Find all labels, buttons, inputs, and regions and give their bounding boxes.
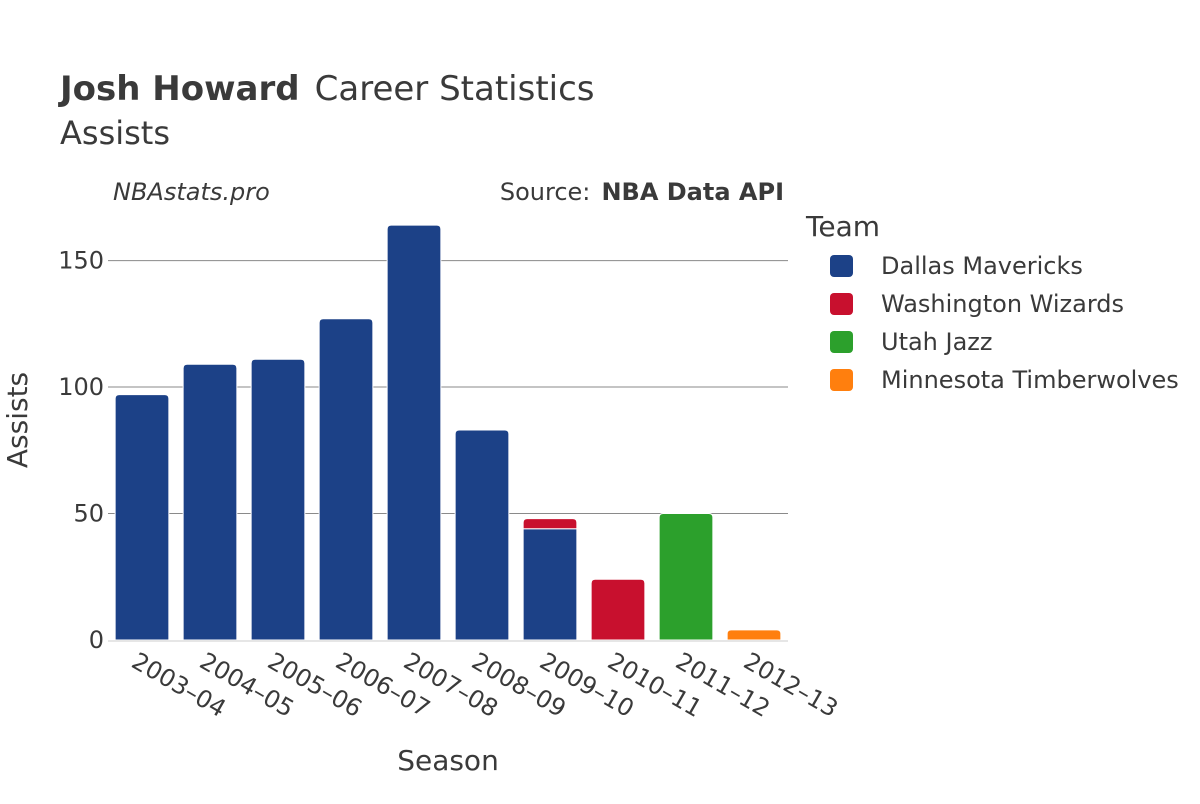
watermark-text: NBAstats.pro xyxy=(113,178,270,206)
legend-swatch xyxy=(830,293,853,315)
source-value: NBA Data API xyxy=(601,178,784,206)
bar-washington-wizards-2010–11 xyxy=(590,578,646,641)
y-axis-title: Assists xyxy=(1,372,34,468)
y-tick-label: 100 xyxy=(58,373,104,401)
bars xyxy=(114,224,782,641)
legend-swatch xyxy=(830,255,853,277)
x-axis-title: Season xyxy=(397,744,499,777)
bar-utah-jazz-2011–12 xyxy=(658,513,714,641)
legend-item-label: Utah Jazz xyxy=(881,328,993,356)
legend-swatch xyxy=(830,369,853,391)
bar-minnesota-timberwolves-2012–13 xyxy=(726,629,782,641)
source-label: Source: xyxy=(500,178,591,206)
bar-dallas-mavericks-2006–07 xyxy=(318,318,374,641)
y-axis-ticks: 0 50 100 150 xyxy=(58,247,104,654)
bar-washington-wizards-2009–10 xyxy=(522,518,578,530)
y-tick-label: 150 xyxy=(58,247,104,275)
source-note: Source: NBA Data API xyxy=(500,178,784,206)
bar-dallas-mavericks-2008–09 xyxy=(454,429,510,641)
chart-title-rest: Career Statistics xyxy=(315,69,595,109)
chart-title-player: Josh Howard xyxy=(58,69,300,109)
bar-dallas-mavericks-2009–10 xyxy=(522,528,578,641)
chart-subtitle: Assists xyxy=(60,114,170,152)
legend-item-label: Washington Wizards xyxy=(881,290,1124,318)
bar-dallas-mavericks-2007–08 xyxy=(386,224,442,641)
legend-title: Team xyxy=(805,210,880,243)
bar-dallas-mavericks-2003–04 xyxy=(114,394,170,641)
legend-item-label: Dallas Mavericks xyxy=(881,252,1083,280)
legend-item-label: Minnesota Timberwolves xyxy=(881,366,1179,394)
legend: Dallas Mavericks Washington Wizards Utah J… xyxy=(830,252,1179,394)
x-axis-ticks: 2003–042004–052005–062006–072007–082008–… xyxy=(127,647,843,723)
y-tick-label: 50 xyxy=(73,500,104,528)
legend-swatch xyxy=(830,331,853,353)
bar-dallas-mavericks-2005–06 xyxy=(250,358,306,641)
chart-title: Josh Howard Career Statistics xyxy=(58,69,595,109)
y-tick-label: 0 xyxy=(89,626,104,654)
bar-dallas-mavericks-2004–05 xyxy=(182,363,238,641)
